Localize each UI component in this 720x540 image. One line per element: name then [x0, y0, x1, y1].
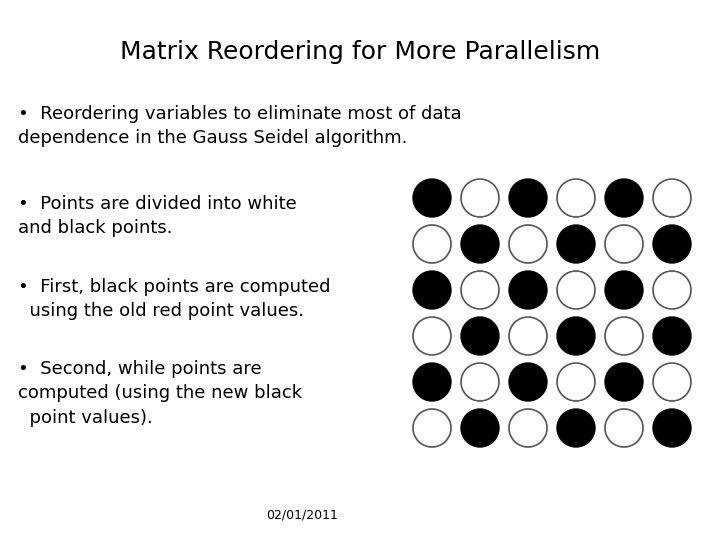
Circle shape — [413, 317, 451, 355]
Circle shape — [461, 179, 499, 217]
Circle shape — [653, 179, 691, 217]
Circle shape — [653, 363, 691, 401]
Circle shape — [605, 317, 643, 355]
Circle shape — [605, 225, 643, 263]
Circle shape — [461, 409, 499, 447]
Circle shape — [605, 363, 643, 401]
Circle shape — [461, 271, 499, 309]
Circle shape — [413, 271, 451, 309]
Circle shape — [509, 179, 547, 217]
Circle shape — [653, 409, 691, 447]
Circle shape — [461, 363, 499, 401]
Text: Matrix Reordering for More Parallelism: Matrix Reordering for More Parallelism — [120, 40, 600, 64]
Circle shape — [557, 363, 595, 401]
Text: •  Second, while points are
computed (using the new black
  point values).: • Second, while points are computed (usi… — [18, 360, 302, 427]
Circle shape — [461, 317, 499, 355]
Circle shape — [605, 179, 643, 217]
Circle shape — [653, 271, 691, 309]
Circle shape — [509, 225, 547, 263]
Circle shape — [413, 179, 451, 217]
Circle shape — [509, 317, 547, 355]
Text: •  First, black points are computed
  using the old red point values.: • First, black points are computed using… — [18, 278, 330, 320]
Circle shape — [557, 409, 595, 447]
Text: 02/01/2011: 02/01/2011 — [266, 509, 338, 522]
Circle shape — [461, 225, 499, 263]
Circle shape — [413, 409, 451, 447]
Circle shape — [605, 409, 643, 447]
Circle shape — [653, 317, 691, 355]
Circle shape — [509, 409, 547, 447]
Circle shape — [413, 225, 451, 263]
Circle shape — [653, 225, 691, 263]
Text: •  Points are divided into white
and black points.: • Points are divided into white and blac… — [18, 195, 297, 237]
Text: •  Reordering variables to eliminate most of data
dependence in the Gauss Seidel: • Reordering variables to eliminate most… — [18, 105, 462, 147]
Circle shape — [557, 225, 595, 263]
Circle shape — [509, 271, 547, 309]
Circle shape — [509, 363, 547, 401]
Circle shape — [413, 363, 451, 401]
Circle shape — [605, 271, 643, 309]
Circle shape — [557, 271, 595, 309]
Circle shape — [557, 179, 595, 217]
Circle shape — [557, 317, 595, 355]
